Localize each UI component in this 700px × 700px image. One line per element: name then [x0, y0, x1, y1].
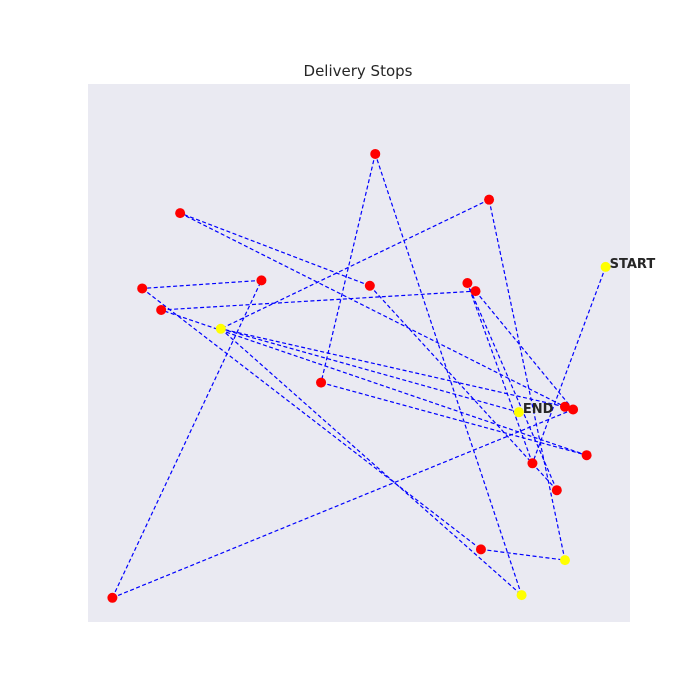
special-stop-point — [215, 323, 226, 334]
special-stop-point — [600, 261, 611, 272]
stop-point — [175, 208, 186, 219]
stop-point — [475, 544, 486, 555]
stop-point — [527, 458, 538, 469]
stop-point — [137, 283, 148, 294]
plot-area — [88, 84, 630, 622]
stop-point — [470, 286, 481, 297]
route-segment — [480, 548, 566, 561]
route-segment — [142, 279, 262, 290]
stop-point — [581, 450, 592, 461]
route-segment — [320, 153, 376, 383]
stop-point — [568, 404, 579, 415]
route-segment — [179, 212, 371, 287]
stop-point — [316, 377, 327, 388]
route-segment — [220, 328, 566, 408]
route-segment — [369, 285, 558, 491]
stop-labels: START END — [523, 257, 655, 417]
stop-point — [156, 304, 167, 315]
route-segment — [179, 212, 566, 408]
special-stop-point — [516, 590, 527, 601]
chart-title: Delivery Stops — [304, 62, 413, 80]
route-segment — [374, 153, 523, 596]
stop-point — [551, 485, 562, 496]
route-segment — [160, 309, 587, 456]
special-stop-point — [559, 555, 570, 566]
route-segment — [161, 290, 476, 311]
stop-point — [107, 592, 118, 603]
stop-point — [364, 280, 375, 291]
stop-label-end: END — [523, 402, 554, 417]
stop-point — [462, 278, 473, 289]
route-segment — [466, 282, 558, 491]
stop-markers — [107, 148, 611, 603]
route-segment — [220, 328, 522, 596]
route-segment — [112, 408, 574, 599]
special-stop-point — [513, 407, 524, 418]
route-lines — [111, 153, 607, 599]
stop-point — [559, 401, 570, 412]
stop-label-start: START — [610, 257, 656, 272]
route-segment — [466, 282, 534, 464]
stop-point — [256, 275, 267, 286]
route-segment — [531, 266, 607, 464]
route-segment — [220, 199, 490, 330]
stop-point — [370, 148, 381, 159]
route-segment — [320, 382, 587, 456]
route-segment — [488, 199, 566, 561]
stop-point — [484, 194, 495, 205]
